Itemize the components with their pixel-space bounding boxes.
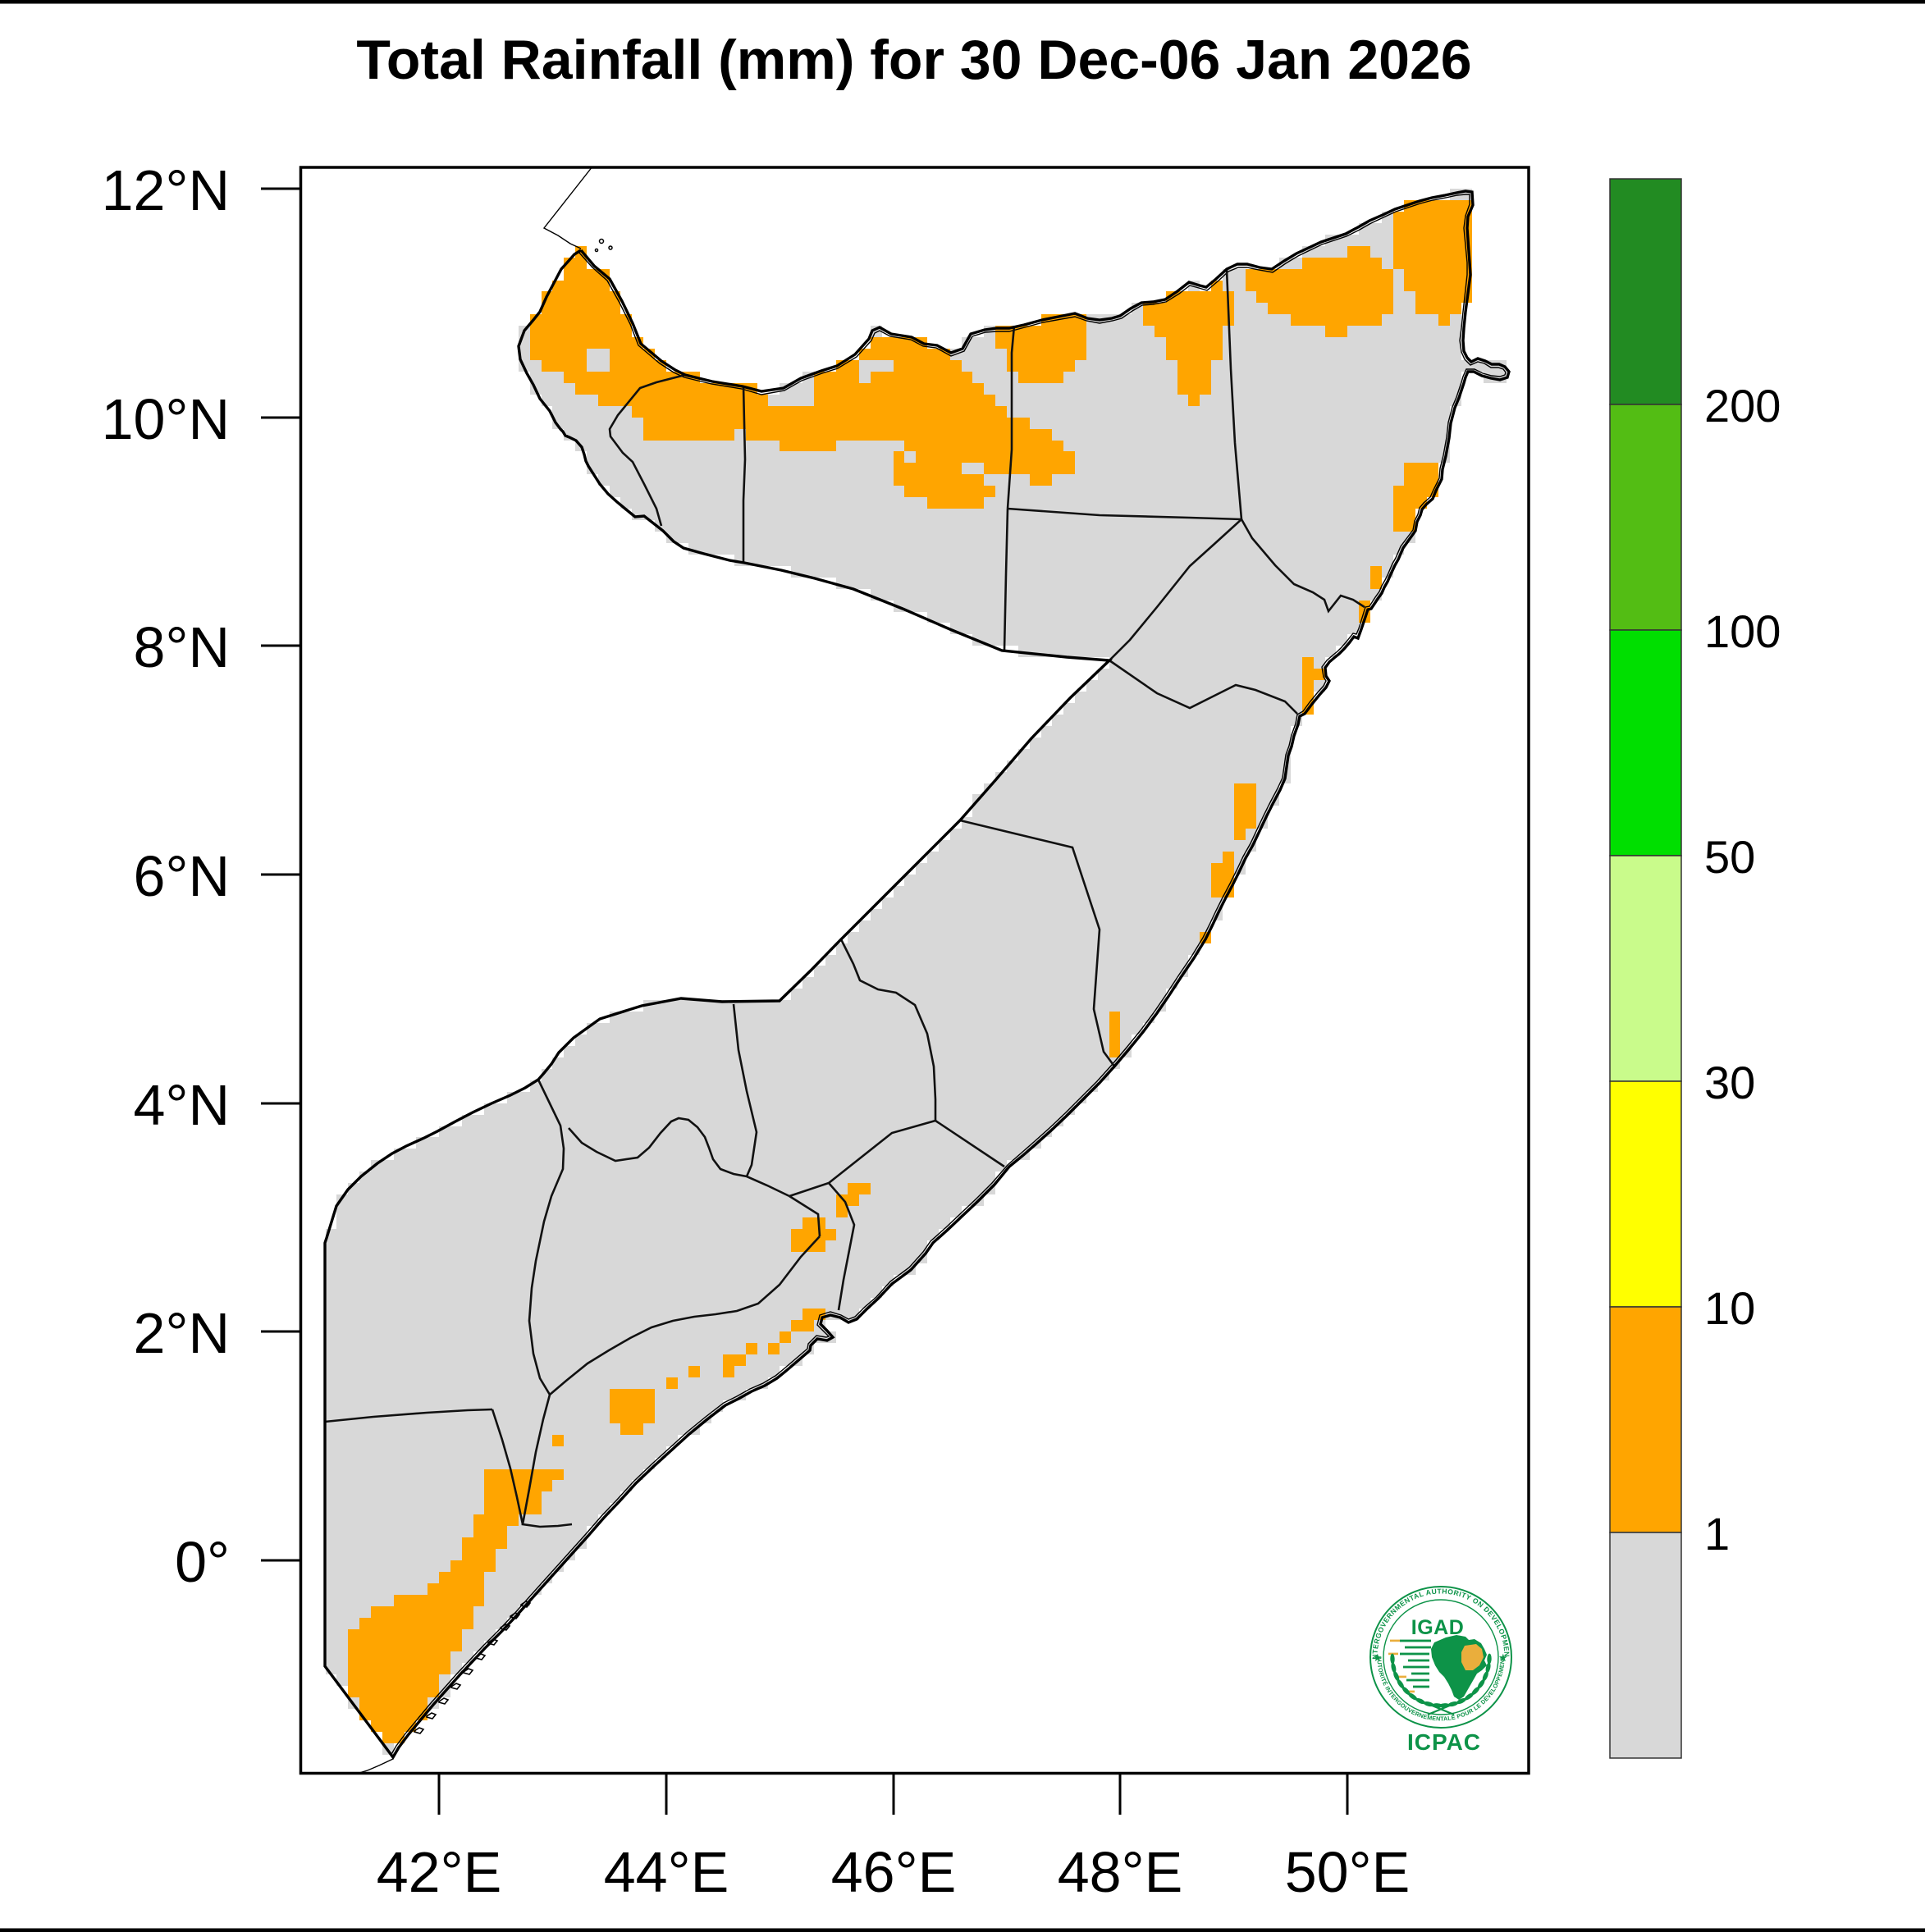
- svg-text:★: ★: [1498, 1651, 1508, 1664]
- svg-text:12°N: 12°N: [102, 158, 230, 222]
- svg-text:50°E: 50°E: [1285, 1840, 1411, 1904]
- svg-text:6°N: 6°N: [134, 844, 230, 908]
- svg-text:44°E: 44°E: [604, 1840, 729, 1904]
- svg-text:Total Rainfall (mm) for 30 Dec: Total Rainfall (mm) for 30 Dec-06 Jan 20…: [356, 29, 1471, 91]
- svg-text:30: 30: [1704, 1057, 1755, 1108]
- svg-text:0°: 0°: [175, 1530, 230, 1594]
- svg-text:1: 1: [1704, 1508, 1730, 1560]
- svg-text:10°N: 10°N: [102, 387, 230, 451]
- svg-text:50: 50: [1704, 831, 1755, 883]
- svg-text:200: 200: [1704, 380, 1781, 432]
- svg-text:10: 10: [1704, 1282, 1755, 1334]
- svg-text:100: 100: [1704, 605, 1781, 657]
- svg-text:ICPAC: ICPAC: [1407, 1729, 1481, 1755]
- svg-text:4°N: 4°N: [134, 1073, 230, 1137]
- svg-text:48°E: 48°E: [1058, 1840, 1183, 1904]
- svg-text:IGAD: IGAD: [1411, 1616, 1465, 1639]
- svg-text:★: ★: [1373, 1651, 1383, 1664]
- svg-text:2°N: 2°N: [134, 1301, 230, 1365]
- svg-text:8°N: 8°N: [134, 615, 230, 679]
- svg-text:46°E: 46°E: [831, 1840, 957, 1904]
- svg-text:42°E: 42°E: [377, 1840, 502, 1904]
